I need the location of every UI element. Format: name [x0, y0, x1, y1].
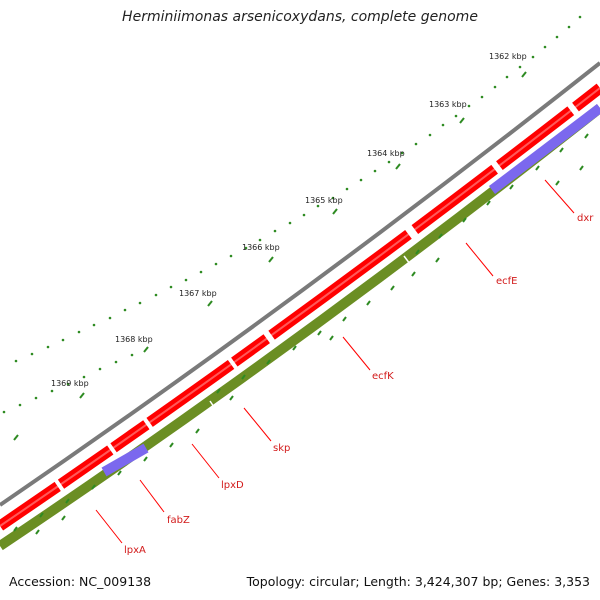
gene-label-ecfK[interactable]: ecfK — [372, 371, 394, 382]
forward-strand-features — [0, 83, 600, 531]
gene-label-ecfE[interactable]: ecfE — [496, 276, 518, 287]
kbp-label: 1368 kbp — [115, 335, 153, 344]
kbp-label: 1364 kbp — [367, 149, 405, 158]
gene-label-skp[interactable]: skp — [273, 443, 290, 454]
feature-gap — [209, 400, 217, 411]
gene-label-dxr[interactable]: dxr — [577, 213, 594, 224]
kbp-label: 1366 kbp — [242, 243, 280, 252]
gene-leaders — [95, 179, 575, 544]
kbp-label: 1365 kbp — [305, 196, 343, 205]
kbp-labels: 1362 kbp 1363 kbp 1364 kbp 1365 kbp 1366… — [51, 52, 527, 388]
gene-labels: dxr ecfE ecfK skp lpxD fabZ lpxA — [124, 213, 594, 556]
minor-ticks-outer — [2, 15, 582, 414]
genome-backbone — [0, 61, 600, 507]
forward-cds-track — [0, 83, 600, 531]
inner-ticks — [13, 133, 589, 535]
gene-label-lpxD[interactable]: lpxD — [221, 480, 244, 491]
feature-gap — [403, 255, 411, 265]
kbp-label: 1363 kbp — [429, 100, 467, 109]
accession-text: Accession: NC_009138 — [9, 574, 152, 589]
purple-feature-fabZ — [101, 443, 149, 477]
forward-cds-highlight — [0, 87, 600, 527]
kbp-label: 1369 kbp — [51, 379, 89, 388]
gene-label-fabZ[interactable]: fabZ — [167, 515, 190, 526]
gene-label-lpxA[interactable]: lpxA — [124, 545, 146, 556]
genome-stats: Topology: circular; Length: 3,424,307 bp… — [246, 574, 590, 589]
map-title: Herminiimonas arsenicoxydans, complete g… — [122, 9, 478, 25]
kbp-label: 1367 kbp — [179, 289, 217, 298]
major-ticks-outer — [13, 71, 527, 441]
kbp-label: 1362 kbp — [489, 52, 527, 61]
reverse-strand-features — [0, 104, 600, 551]
purple-feature-dxr — [488, 104, 600, 194]
